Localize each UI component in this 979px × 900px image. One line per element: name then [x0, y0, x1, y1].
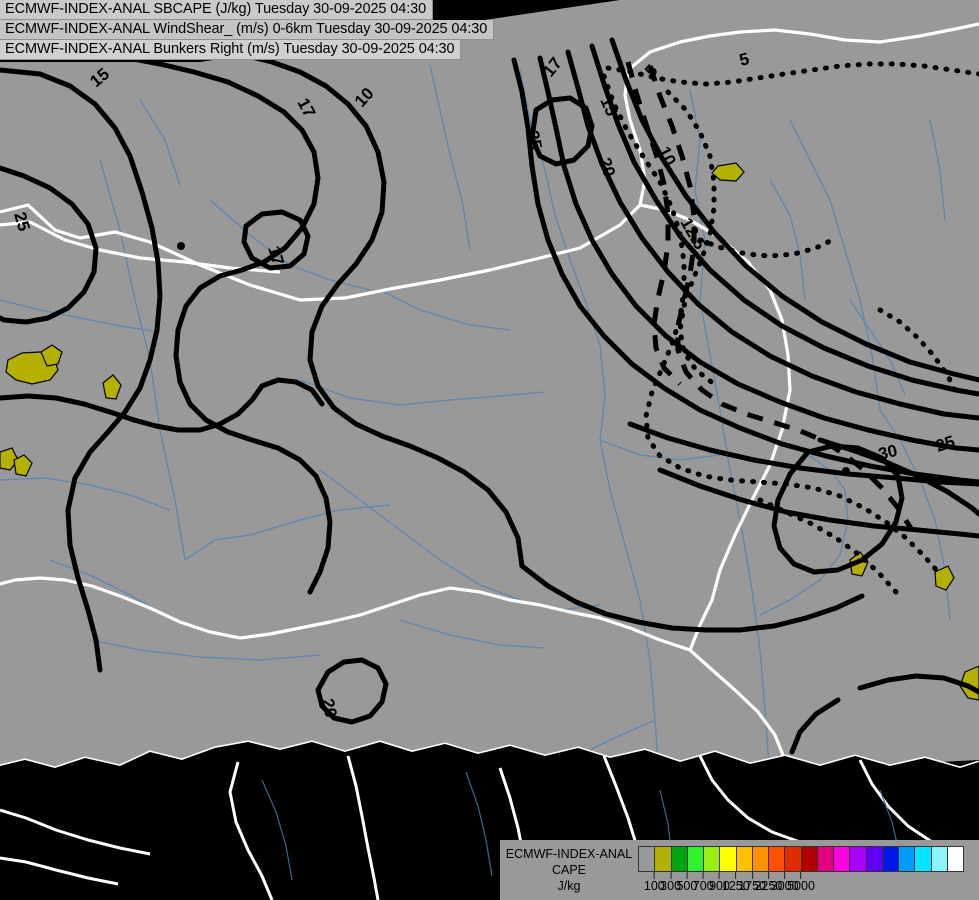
legend-color-cell[interactable] [866, 847, 883, 871]
legend-tick-label: 900 [709, 879, 730, 893]
legend-color-cell[interactable] [736, 847, 753, 871]
legend-tick-label: 5000 [787, 879, 815, 893]
legend-color-cell[interactable] [850, 847, 867, 871]
legend-colorbar-wrap: 100 300 500 700 900 1250 1750 2250 3000 5000 [638, 840, 979, 896]
windshear-contours [0, 37, 979, 755]
legend-tick: 3000 [771, 872, 799, 894]
legend-tick-label: 3000 [770, 879, 799, 893]
legend-tick-label: 300 [660, 879, 682, 893]
title-line-sbcape: ECMWF-INDEX-ANAL SBCAPE (J/kg) Tuesday 3… [0, 0, 434, 20]
city-markers [177, 242, 850, 475]
legend-color-cell[interactable] [882, 847, 899, 871]
legend-tick-line [686, 872, 688, 879]
legend-tick-label: 1750 [738, 879, 766, 893]
legend-color-cell[interactable] [704, 847, 721, 871]
legend-tick: 500 [676, 872, 697, 894]
legend-tick-line [653, 872, 655, 879]
map-title-overlay: ECMWF-INDEX-ANAL SBCAPE (J/kg) Tuesday 3… [0, 0, 495, 60]
legend-color-cell[interactable] [931, 847, 948, 871]
legend-caption: ECMWF-INDEX-ANAL CAPE J/kg [500, 840, 638, 894]
bunkers-right-dashed-contours [625, 61, 915, 532]
legend-tick-axis: 100 300 500 700 900 1250 1750 2250 3000 5000 [638, 872, 964, 896]
svg-text:20: 20 [318, 697, 341, 719]
legend-model-name: ECMWF-INDEX-ANAL [505, 847, 633, 861]
legend-color-cell[interactable] [687, 847, 704, 871]
legend-color-cell[interactable] [801, 847, 818, 871]
legend-parameter: CAPE [551, 863, 587, 877]
color-legend[interactable]: ECMWF-INDEX-ANAL CAPE J/kg 100 300 500 700 9… [500, 840, 979, 900]
legend-color-cell[interactable] [720, 847, 737, 871]
svg-text:25: 25 [933, 432, 957, 456]
legend-tick-line [767, 872, 769, 879]
legend-color-cell[interactable] [915, 847, 932, 871]
legend-tick: 2250 [754, 872, 782, 894]
legend-color-cell[interactable] [639, 847, 656, 871]
legend-tick: 300 [660, 872, 681, 894]
legend-tick-label: 100 [643, 879, 665, 893]
svg-text:25: 25 [10, 210, 33, 233]
legend-tick-line [800, 872, 802, 879]
svg-text:17: 17 [264, 244, 287, 267]
legend-color-cell[interactable] [655, 847, 672, 871]
legend-color-cell[interactable] [785, 847, 802, 871]
legend-tick: 1750 [738, 872, 766, 894]
legend-color-cell[interactable] [947, 847, 963, 871]
svg-text:30: 30 [876, 441, 899, 464]
legend-tick-line [784, 872, 786, 879]
legend-units: J/kg [557, 879, 581, 893]
legend-color-cell[interactable] [769, 847, 786, 871]
title-line-windshear: ECMWF-INDEX-ANAL WindShear_ (m/s) 0-6km … [0, 20, 495, 40]
legend-tick-line [751, 872, 753, 879]
legend-color-cell[interactable] [671, 847, 688, 871]
legend-color-cell[interactable] [899, 847, 916, 871]
cape-filled-regions [0, 162, 979, 701]
svg-text:25: 25 [523, 129, 546, 151]
legend-tick-line [735, 872, 737, 879]
svg-text:20: 20 [595, 155, 619, 179]
svg-text:5: 5 [737, 49, 751, 70]
bunkers-right-dotted-contours [601, 61, 979, 595]
legend-tick: 700 [693, 872, 714, 894]
legend-tick-line [718, 872, 720, 879]
legend-color-cell[interactable] [752, 847, 769, 871]
legend-tick: 5000 [787, 872, 815, 894]
legend-tick-line [670, 872, 672, 879]
legend-tick-label: 500 [676, 879, 698, 893]
legend-colorbar[interactable] [638, 846, 964, 872]
legend-color-cell[interactable] [817, 847, 834, 871]
legend-color-cell[interactable] [834, 847, 851, 871]
legend-tick: 1250 [722, 872, 750, 894]
legend-tick-line [702, 872, 704, 879]
title-line-bunkers-right: ECMWF-INDEX-ANAL Bunkers Right (m/s) Tue… [0, 40, 462, 60]
legend-tick-label: 700 [692, 879, 714, 893]
legend-tick: 900 [709, 872, 730, 894]
legend-tick: 100 [644, 872, 665, 894]
legend-tick-label: 1250 [721, 879, 750, 893]
legend-tick-label: 2250 [754, 879, 783, 893]
